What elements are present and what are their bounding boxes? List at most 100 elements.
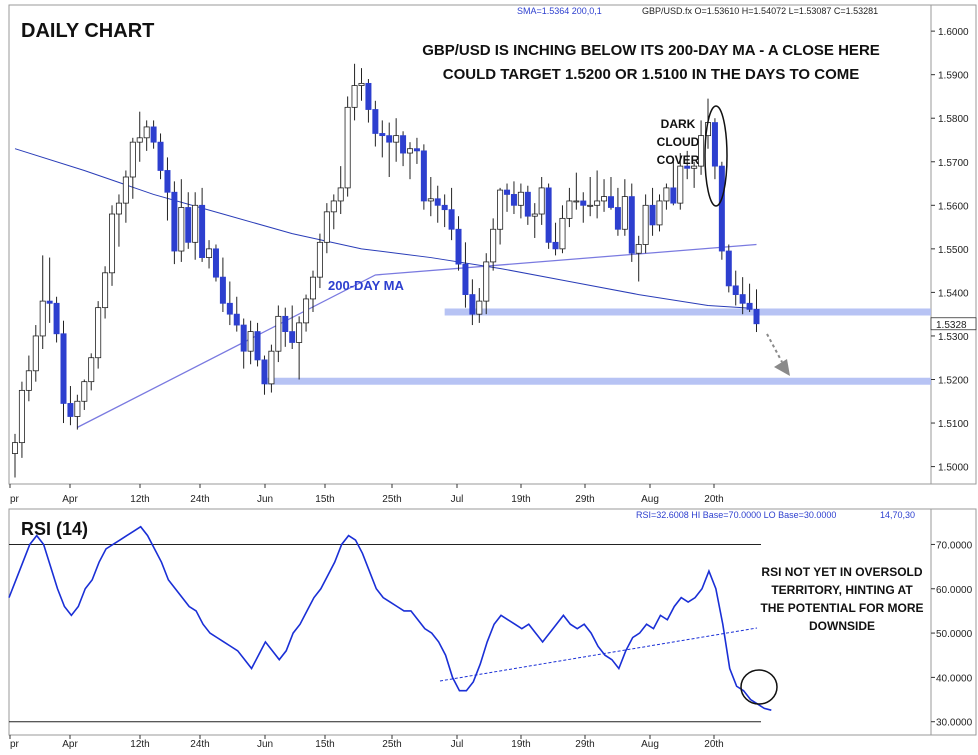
candle-bear xyxy=(684,165,691,169)
candle-bull xyxy=(74,400,81,417)
ma-200-line xyxy=(14,148,750,309)
x-tick-label-bottom: 25th xyxy=(382,739,401,750)
candle-bull xyxy=(109,213,116,274)
price-tick-label: 1.5900 xyxy=(938,71,969,82)
candle-bull xyxy=(393,135,400,143)
x-tick-label: 20th xyxy=(704,494,723,505)
candle-bear xyxy=(67,403,74,417)
candle-bear xyxy=(670,187,677,204)
candle-bull xyxy=(316,241,323,278)
candle-bear xyxy=(164,170,171,193)
candle-bear xyxy=(53,302,60,335)
candle-bear xyxy=(379,133,386,137)
candle-bull xyxy=(573,200,580,203)
pattern-label-2: CLOUD xyxy=(657,135,700,149)
candle-bull xyxy=(303,298,310,324)
price-tick-label: 1.5800 xyxy=(938,114,969,125)
candle-bull xyxy=(129,141,136,178)
candle-bull xyxy=(559,217,566,250)
price-tick-label: 1.5700 xyxy=(938,158,969,169)
candle-bear xyxy=(580,200,587,206)
candle-bull xyxy=(296,322,303,343)
rsi-trendline xyxy=(439,627,758,682)
x-tick-label-bottom: 12th xyxy=(130,739,149,750)
candle-bull xyxy=(115,202,122,215)
candle-bull xyxy=(39,300,46,337)
candle-bear xyxy=(753,308,760,325)
candle-bear xyxy=(746,302,753,310)
x-tick-label: 29th xyxy=(575,494,594,505)
support-band-2 xyxy=(264,377,932,385)
candle-bull xyxy=(483,261,490,302)
x-tick-label: 15th xyxy=(315,494,334,505)
candle-bull xyxy=(497,189,504,230)
candle-bear xyxy=(212,248,219,278)
candle-bull xyxy=(247,331,254,352)
candle-bull xyxy=(143,126,150,139)
price-axis-panel xyxy=(930,4,977,485)
x-tick-label-bottom: Jul xyxy=(451,739,464,750)
x-axis-ticks-bottom: pr Apr 12th 24th Jun 15th 25th Jul 19th 29th Aug 20… xyxy=(9,735,724,750)
rsi-tick-label: 70.0000 xyxy=(936,540,973,551)
rsi-annotation-4: DOWNSIDE xyxy=(809,619,875,633)
candle-bear xyxy=(289,331,296,343)
candle-bear xyxy=(185,207,192,243)
candle-bear xyxy=(199,204,206,258)
candle-bull xyxy=(32,335,39,372)
rsi-tick-label: 60.0000 xyxy=(936,585,973,596)
x-tick-label-bottom: Jun xyxy=(257,739,273,750)
candle-bull xyxy=(490,228,497,263)
trendline xyxy=(77,243,757,428)
price-tick-label: 1.5200 xyxy=(938,375,969,386)
ohlc-readout: GBP/USD.fx O=1.53610 H=1.54072 L=1.53087… xyxy=(642,6,878,16)
candle-bear xyxy=(386,135,393,143)
rsi-title: RSI (14) xyxy=(21,519,88,539)
rsi-params: 14,70,30 xyxy=(880,510,915,520)
candles xyxy=(11,63,760,478)
price-tick-label: 1.6000 xyxy=(938,27,969,38)
rsi-axis-panel xyxy=(930,508,977,736)
candle-bear xyxy=(711,122,718,167)
pattern-label-1: DARK xyxy=(661,117,696,131)
x-tick-label-bottom: 29th xyxy=(575,739,594,750)
candle-bear xyxy=(282,315,289,332)
price-tick-label: 1.5600 xyxy=(938,201,969,212)
x-tick-label: pr xyxy=(10,494,20,505)
x-tick-label: 19th xyxy=(511,494,530,505)
sma-readout: SMA=1.5364 200,0,1 xyxy=(517,6,602,16)
candle-bull xyxy=(25,370,32,391)
candle-bear xyxy=(448,209,455,230)
candle-bull xyxy=(11,442,18,454)
x-tick-label-bottom: pr xyxy=(10,739,20,750)
candle-bull xyxy=(275,315,282,352)
candle-bull xyxy=(102,272,109,309)
x-tick-label: Apr xyxy=(62,494,78,505)
candle-bear xyxy=(46,300,53,304)
candle-bull xyxy=(531,213,538,217)
target-arrow-line xyxy=(766,333,783,363)
candle-bull xyxy=(407,148,414,154)
rsi-tick-label: 40.0000 xyxy=(936,673,973,684)
candle-bull xyxy=(601,196,608,202)
candle-bull xyxy=(538,187,545,215)
candle-bull xyxy=(136,137,143,143)
rsi-panel xyxy=(8,508,932,736)
candle-bear xyxy=(261,359,268,385)
candle-bull xyxy=(337,187,344,202)
price-tick-label: 1.5000 xyxy=(938,463,969,474)
candle-bear xyxy=(157,141,164,171)
x-tick-label: 25th xyxy=(382,494,401,505)
candle-bull xyxy=(351,85,358,108)
candle-bull xyxy=(178,207,185,252)
x-tick-label-bottom: 15th xyxy=(315,739,334,750)
price-axis-ticks: 1.6000 1.5900 1.5800 1.5700 1.5600 1.5500 1.54… xyxy=(931,27,969,474)
candle-bull xyxy=(192,204,199,243)
candle-bear xyxy=(469,294,476,315)
candle-bull xyxy=(358,82,365,86)
candle-bear xyxy=(614,207,621,230)
candle-bull xyxy=(594,200,601,206)
candle-bull xyxy=(309,276,316,300)
candle-bear xyxy=(150,126,157,143)
candle-bull xyxy=(88,357,95,383)
